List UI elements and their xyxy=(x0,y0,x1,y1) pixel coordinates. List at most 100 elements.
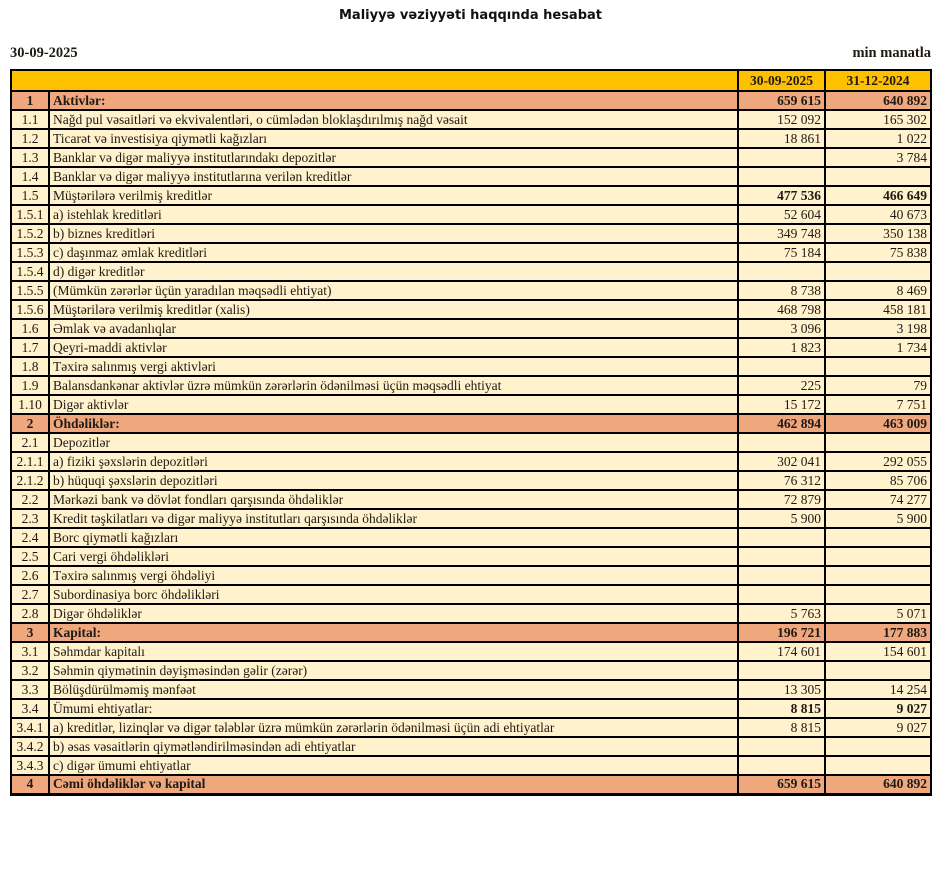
row-number: 1 xyxy=(10,90,50,111)
row-value-previous: 85 706 xyxy=(824,470,932,491)
row-number: 2.4 xyxy=(10,527,50,548)
row-value-current xyxy=(737,527,826,548)
row-value-current xyxy=(737,147,826,168)
row-value-previous xyxy=(824,660,932,681)
row-number: 2.3 xyxy=(10,508,50,529)
row-value-current xyxy=(737,261,826,282)
row-value-current: 52 604 xyxy=(737,204,826,225)
table-row: 3.4 Ümumi ehtiyatlar: 8 815 9 027 xyxy=(10,698,932,719)
table-row: 4 Cəmi öhdəliklər və kapital 659 615 640 89… xyxy=(10,774,932,795)
table-row: 3 Kapital: 196 721 177 883 xyxy=(10,622,932,643)
row-label: Banklar və digər maliyyə institutlarında… xyxy=(48,147,739,168)
row-value-current: 174 601 xyxy=(737,641,826,662)
table-row: 1.9 Balansdankənar aktivlər üzrə mümkün z… xyxy=(10,375,932,396)
row-number: 1.5.1 xyxy=(10,204,50,225)
row-label: Digər öhdəliklər xyxy=(48,603,739,624)
row-value-current: 76 312 xyxy=(737,470,826,491)
table-row: 3.4.3 c) digər ümumi ehtiyatlar xyxy=(10,755,932,776)
row-label: a) fiziki şəxslərin depozitləri xyxy=(48,451,739,472)
table-row: 2.1.2 b) hüquqi şəxslərin depozitləri 76 3… xyxy=(10,470,932,491)
row-label: Səhmdar kapitalı xyxy=(48,641,739,662)
row-value-current: 8 738 xyxy=(737,280,826,301)
table-row: 2.4 Borc qiymətli kağızları xyxy=(10,527,932,548)
row-value-current: 5 763 xyxy=(737,603,826,624)
row-number: 2.1.1 xyxy=(10,451,50,472)
row-number: 1.5.6 xyxy=(10,299,50,320)
table-row: 1 Aktivlər: 659 615 640 892 xyxy=(10,90,932,111)
row-value-current: 659 615 xyxy=(737,90,826,111)
table-row: 1.8 Təxirə salınmış vergi aktivləri xyxy=(10,356,932,377)
row-value-previous xyxy=(824,432,932,453)
row-value-previous: 350 138 xyxy=(824,223,932,244)
row-label: (Mümkün zərərlər üçün yaradılan məqsədli… xyxy=(48,280,739,301)
row-number: 1.7 xyxy=(10,337,50,358)
table-row: 1.4 Banklar və digər maliyyə institutları… xyxy=(10,166,932,187)
row-label: b) əsas vəsaitlərin qiymətləndirilməsind… xyxy=(48,736,739,757)
row-value-previous xyxy=(824,584,932,605)
row-value-previous: 1 734 xyxy=(824,337,932,358)
row-value-previous: 463 009 xyxy=(824,413,932,434)
row-label: d) digər kreditlər xyxy=(48,261,739,282)
row-value-current: 75 184 xyxy=(737,242,826,263)
row-label: Mərkəzi bank və dövlət fondları qarşısın… xyxy=(48,489,739,510)
row-number: 1.4 xyxy=(10,166,50,187)
table-row: 3.2 Səhmin qiymətinin dəyişməsindən gəlir… xyxy=(10,660,932,681)
row-number: 1.8 xyxy=(10,356,50,377)
table-row: 1.5.1 a) istehlak kreditləri 52 604 40 673 xyxy=(10,204,932,225)
row-label: Banklar və digər maliyyə institutlarına … xyxy=(48,166,739,187)
row-number: 3.2 xyxy=(10,660,50,681)
row-value-current: 1 823 xyxy=(737,337,826,358)
row-label: Müştərilərə verilmiş kreditlər (xalis) xyxy=(48,299,739,320)
table-row: 3.1 Səhmdar kapitalı 174 601 154 601 xyxy=(10,641,932,662)
table-row: 1.5.6 Müştərilərə verilmiş kreditlər (xal… xyxy=(10,299,932,320)
row-number: 1.3 xyxy=(10,147,50,168)
row-number: 3.1 xyxy=(10,641,50,662)
row-value-previous: 5 071 xyxy=(824,603,932,624)
table-row: 3.3 Bölüşdürülməmiş mənfəət 13 305 14 254 xyxy=(10,679,932,700)
row-value-current: 3 096 xyxy=(737,318,826,339)
row-number: 3 xyxy=(10,622,50,643)
row-value-previous: 7 751 xyxy=(824,394,932,415)
row-label: Bölüşdürülməmiş mənfəət xyxy=(48,679,739,700)
row-number: 3.4.3 xyxy=(10,755,50,776)
row-value-previous: 8 469 xyxy=(824,280,932,301)
table-row: 1.6 Əmlak və avadanlıqlar 3 096 3 198 xyxy=(10,318,932,339)
table-row: 3.4.1 a) kreditlər, lizinqlər və digər tə… xyxy=(10,717,932,738)
row-number: 2.5 xyxy=(10,546,50,567)
row-label: c) digər ümumi ehtiyatlar xyxy=(48,755,739,776)
table-row: 1.5.2 b) biznes kreditləri 349 748 350 138 xyxy=(10,223,932,244)
row-value-previous: 3 784 xyxy=(824,147,932,168)
row-value-previous xyxy=(824,755,932,776)
row-value-current xyxy=(737,584,826,605)
row-value-previous: 9 027 xyxy=(824,717,932,738)
row-value-previous xyxy=(824,736,932,757)
row-value-current: 349 748 xyxy=(737,223,826,244)
table-row: 2.2 Mərkəzi bank və dövlət fondları qarşı… xyxy=(10,489,932,510)
row-label: Subordinasiya borc öhdəlikləri xyxy=(48,584,739,605)
table-row: 1.3 Banklar və digər maliyyə institutları… xyxy=(10,147,932,168)
row-value-previous: 292 055 xyxy=(824,451,932,472)
row-value-previous: 75 838 xyxy=(824,242,932,263)
row-number: 1.5.2 xyxy=(10,223,50,244)
report-meta: 30-09-2025 min manatla xyxy=(10,45,931,62)
row-label: Təxirə salınmış vergi aktivləri xyxy=(48,356,739,377)
row-value-previous: 40 673 xyxy=(824,204,932,225)
row-label: Müştərilərə verilmiş kreditlər xyxy=(48,185,739,206)
table-row: 1.5.3 c) daşınmaz əmlak kreditləri 75 184 7… xyxy=(10,242,932,263)
row-number: 2.1 xyxy=(10,432,50,453)
row-value-previous: 154 601 xyxy=(824,641,932,662)
row-number: 2.7 xyxy=(10,584,50,605)
row-value-previous xyxy=(824,261,932,282)
row-label: Kredit təşkilatları və digər maliyyə ins… xyxy=(48,508,739,529)
row-number: 1.6 xyxy=(10,318,50,339)
row-value-current: 468 798 xyxy=(737,299,826,320)
row-label: a) istehlak kreditləri xyxy=(48,204,739,225)
row-number: 2.2 xyxy=(10,489,50,510)
row-label: Öhdəliklər: xyxy=(48,413,739,434)
row-value-previous: 79 xyxy=(824,375,932,396)
row-value-previous: 74 277 xyxy=(824,489,932,510)
row-value-previous: 466 649 xyxy=(824,185,932,206)
row-label: Əmlak və avadanlıqlar xyxy=(48,318,739,339)
row-value-current: 477 536 xyxy=(737,185,826,206)
